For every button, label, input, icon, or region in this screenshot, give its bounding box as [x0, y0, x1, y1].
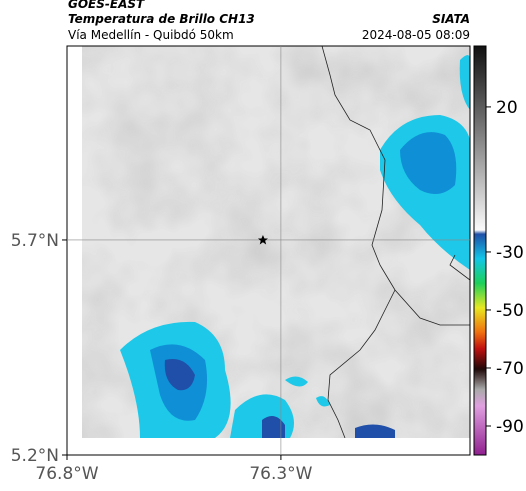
border: [327, 289, 396, 438]
colorbar-label: 20: [496, 98, 518, 118]
cloud: [164, 359, 195, 391]
datetime: 2024-08-05 08:09: [362, 28, 470, 42]
imagery: [82, 46, 470, 438]
x-tick-label: 76.8°W: [35, 464, 98, 484]
dynamic: 76.8°W 76.3°W 5.7°N 5.2°N 20 -30 -50 -70 -90: [11, 46, 524, 484]
source: SIATA: [432, 12, 470, 26]
cloud: [459, 55, 470, 110]
product: Temperatura de Brillo CH13: [68, 12, 255, 26]
border: [449, 254, 470, 281]
map-frame: [66, 45, 471, 456]
cloud: [316, 396, 330, 407]
colorbar-label: -70: [496, 359, 524, 379]
x-tick-label: 76.3°W: [249, 464, 312, 484]
cloud: [355, 424, 395, 438]
colorbar: [473, 45, 487, 456]
location-marker: [257, 234, 268, 245]
satellite: GOES-EAST: [68, 0, 145, 11]
colorbar-label: -90: [496, 417, 524, 437]
colorbar-label: -30: [496, 243, 524, 263]
border: [321, 46, 470, 326]
colorbar-label: -50: [496, 301, 524, 321]
route: Vía Medellín - Quibdó 50km: [68, 28, 234, 42]
cloud: [262, 416, 285, 438]
cloud: [285, 376, 308, 387]
cloud: [400, 132, 457, 194]
y-tick-label: 5.7°N: [11, 231, 59, 251]
y-tick-label: 5.2°N: [11, 446, 59, 466]
